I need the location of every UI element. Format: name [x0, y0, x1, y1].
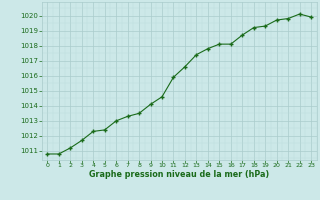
- X-axis label: Graphe pression niveau de la mer (hPa): Graphe pression niveau de la mer (hPa): [89, 170, 269, 179]
